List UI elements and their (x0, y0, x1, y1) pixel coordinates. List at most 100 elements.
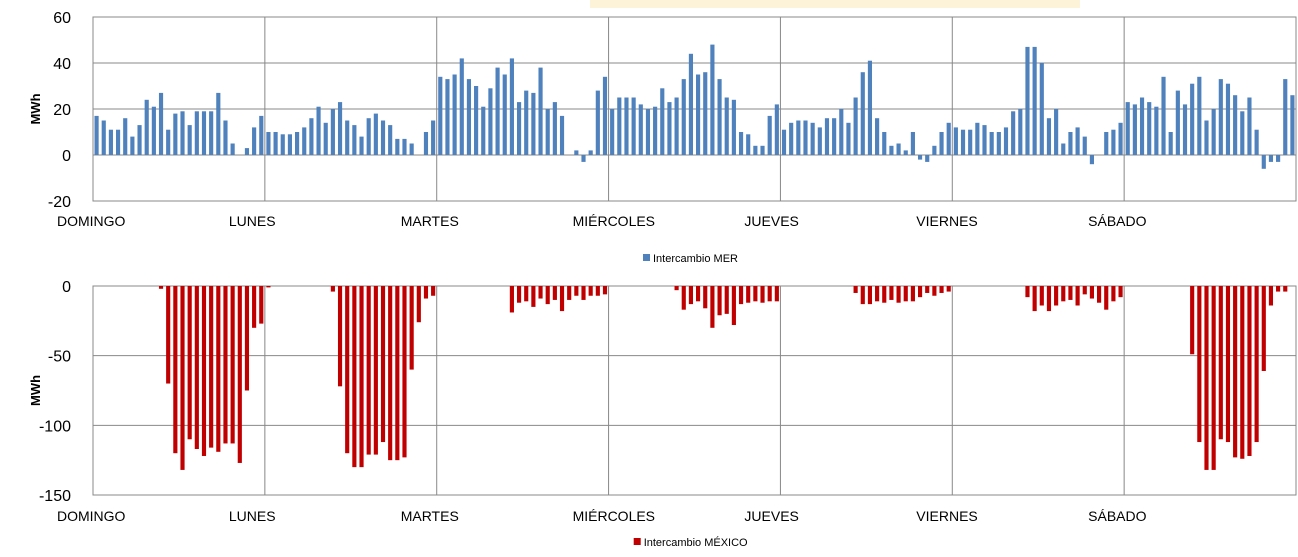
bar (259, 286, 264, 324)
bar (1082, 136, 1087, 155)
bar (717, 286, 722, 316)
bar (337, 286, 343, 387)
bar (645, 109, 651, 155)
bar (1233, 95, 1238, 155)
bar (1240, 111, 1245, 155)
bar (1168, 132, 1173, 155)
bar (567, 286, 572, 300)
bar (1061, 286, 1066, 302)
bar (867, 60, 873, 156)
chart-1: -20 0 20 40 60 DOMINGO LUNES MARTES MIÉRCOLES JUE… (28, 10, 1297, 265)
bar (889, 286, 894, 300)
bar (1276, 286, 1281, 292)
bar (968, 129, 973, 155)
bar (932, 145, 937, 155)
bar (395, 286, 400, 461)
bar (925, 286, 930, 293)
bar (538, 67, 543, 155)
x-category-label: DOMINGO (57, 508, 126, 524)
bar (717, 79, 722, 155)
legend-swatch (643, 254, 650, 261)
bar (388, 286, 393, 461)
bar (545, 286, 550, 305)
bar (760, 286, 765, 303)
bar (925, 155, 930, 162)
bar (817, 127, 822, 155)
bar (982, 125, 987, 155)
bar (1204, 286, 1209, 470)
bar (710, 44, 715, 155)
bar (151, 106, 156, 155)
y-tick-label: -50 (48, 349, 71, 366)
bar (832, 118, 837, 155)
bar (1161, 76, 1166, 155)
bar (875, 286, 880, 302)
bar (216, 286, 221, 452)
bar (767, 286, 772, 302)
bar (910, 132, 915, 155)
bar (559, 115, 565, 155)
bar (373, 286, 378, 455)
bar (337, 102, 343, 155)
bar (137, 125, 142, 155)
bar (889, 145, 894, 155)
bar (1111, 129, 1116, 155)
bar (380, 286, 386, 443)
y-tick-label: 60 (53, 10, 71, 27)
bar (1190, 83, 1195, 155)
bar (1204, 120, 1209, 155)
bar (438, 76, 443, 155)
x-category-label: MIÉRCOLES (573, 213, 655, 229)
bar (738, 286, 744, 305)
bar (1104, 286, 1109, 310)
bar (209, 111, 214, 155)
bar (738, 132, 744, 155)
bar (867, 286, 873, 305)
bar (610, 109, 615, 155)
bar (1233, 286, 1238, 458)
bar (1197, 286, 1202, 443)
bar (409, 286, 414, 370)
bar (1118, 122, 1123, 155)
bar (323, 122, 328, 155)
bar (395, 138, 400, 155)
bar (896, 143, 901, 155)
bar (1182, 104, 1188, 155)
bar (545, 109, 550, 155)
bar (1068, 132, 1073, 155)
bar (194, 286, 199, 450)
bar (774, 286, 779, 302)
x-category-label: MARTES (401, 508, 459, 524)
bar (588, 150, 593, 155)
x-category-label: JUEVES (744, 213, 798, 229)
bar (187, 125, 192, 155)
bar (939, 132, 944, 155)
bar (237, 286, 242, 463)
chart-2: -150 -100 -50 0 DOMINGO LUNES MARTES MIÉRCOLES J… (28, 279, 1297, 549)
bar (746, 286, 751, 303)
legend-label: Intercambio MÉXICO (644, 536, 748, 549)
y-axis-title: MWh (28, 375, 43, 406)
bar (201, 286, 207, 456)
bar (1097, 286, 1102, 303)
bar (352, 125, 357, 155)
bar (910, 286, 915, 302)
bar (115, 129, 121, 155)
bar (1018, 109, 1023, 155)
bar (452, 74, 457, 155)
bar (1089, 155, 1094, 165)
bar (488, 88, 493, 155)
bar (581, 286, 586, 300)
bar (380, 120, 386, 155)
bar (1032, 286, 1037, 312)
bar (767, 115, 772, 155)
bar (445, 79, 450, 155)
bar (252, 286, 257, 328)
bar (853, 286, 858, 293)
bar (1082, 286, 1087, 295)
bar (1197, 76, 1202, 155)
bar (703, 286, 708, 309)
bar (559, 286, 565, 312)
bar (1283, 286, 1288, 292)
bar (917, 286, 923, 298)
